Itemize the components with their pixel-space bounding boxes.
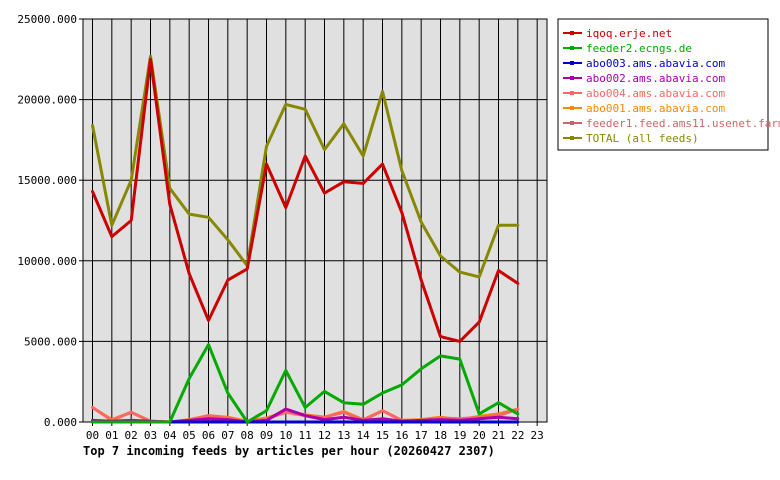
y-tick-label: 20000.000: [17, 94, 77, 107]
legend-marker: [570, 31, 574, 35]
x-tick-label: 16: [395, 429, 408, 442]
series-line: [91, 54, 520, 279]
legend-marker: [570, 106, 574, 110]
x-tick-label: 13: [337, 429, 350, 442]
series-line: [91, 57, 520, 343]
x-tick-label: 01: [105, 429, 118, 442]
y-tick-label: 15000.000: [17, 174, 77, 187]
x-tick-label: 04: [163, 429, 177, 442]
x-tick-labels: 00 01 02 03 04 05 06 07 08 09 10 11 12 13 14 15 16 17 18 19…: [86, 429, 544, 442]
x-tick-label: 08: [241, 429, 254, 442]
legend-marker: [570, 61, 574, 65]
x-tick-label: 22: [511, 429, 524, 442]
y-tick-label: 25000.000: [17, 13, 77, 26]
x-tick-label: 09: [260, 429, 273, 442]
legend-label: abo003.ams.abavia.com: [586, 57, 725, 70]
x-tick-label: 15: [376, 429, 389, 442]
series-line: [91, 343, 520, 424]
legend-label: TOTAL (all feeds): [586, 132, 699, 145]
x-tick-label: 17: [415, 429, 428, 442]
legend-box: [557, 18, 769, 151]
legend-label: abo004.ams.abavia.com: [586, 87, 725, 100]
legend-label: feeder1.feed.ams11.usenet.farm: [586, 117, 780, 130]
x-tick-label: 00: [86, 429, 99, 442]
x-tick-label: 10: [279, 429, 292, 442]
x-tick-label: 14: [357, 429, 371, 442]
y-tick-labels: 0.000 5000.000 10000.000 15000.000 20000.000…: [17, 13, 77, 429]
legend-label: abo001.ams.abavia.com: [586, 102, 725, 115]
x-tick-label: 06: [202, 429, 215, 442]
plot-area: [82, 18, 548, 423]
legend-marker: [570, 91, 574, 95]
legend-label: iqoq.erje.net: [586, 27, 672, 40]
legend-marker: [570, 76, 574, 80]
legend: iqoq.erje.net feeder2.ecngs.de abo003.ams.…: [557, 18, 780, 151]
legend-marker: [570, 136, 574, 140]
x-tick-label: 23: [531, 429, 544, 442]
chart-title: Top 7 incoming feeds by articles per hou…: [83, 444, 495, 458]
legend-label: abo002.ams.abavia.com: [586, 72, 725, 85]
legend-label: feeder2.ecngs.de: [586, 42, 692, 55]
x-tick-label: 20: [473, 429, 486, 442]
x-tick-label: 11: [299, 429, 312, 442]
legend-marker: [570, 121, 574, 125]
y-tick-label: 5000.000: [24, 335, 77, 348]
y-tick-label: 10000.000: [17, 255, 77, 268]
x-tick-label: 02: [125, 429, 138, 442]
x-tick-label: 07: [221, 429, 234, 442]
x-tick-label: 03: [144, 429, 157, 442]
x-tick-label: 12: [318, 429, 331, 442]
x-tick-label: 19: [453, 429, 466, 442]
y-tick-label: 0.000: [44, 416, 77, 429]
x-tick-label: 05: [183, 429, 196, 442]
series-lines: [91, 54, 520, 424]
x-tick-label: 18: [434, 429, 447, 442]
legend-marker: [570, 46, 574, 50]
x-tick-label: 21: [492, 429, 505, 442]
